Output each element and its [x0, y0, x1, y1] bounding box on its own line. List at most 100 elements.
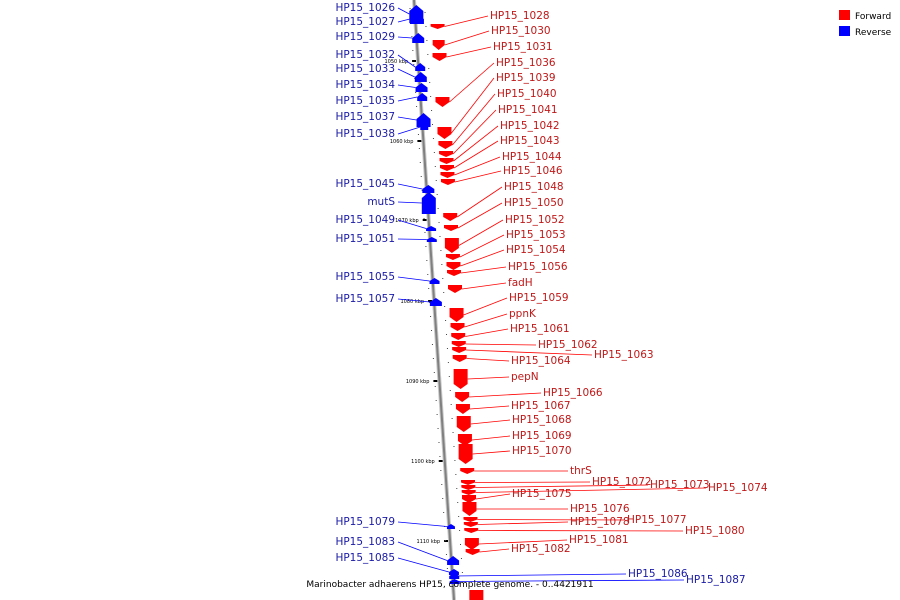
reverse-leader-line — [454, 573, 627, 577]
legend: Forward Reverse — [839, 10, 892, 38]
reverse-leader-line — [397, 36, 413, 39]
scale-minor-dot — [428, 288, 430, 289]
forward-leader-line — [470, 419, 511, 425]
forward-leader-line — [451, 77, 495, 134]
forward-gene-feature — [440, 165, 455, 171]
forward-leader-line — [454, 170, 502, 183]
scale-minor-dot — [426, 40, 428, 41]
reverse-gene-label: HP15_1033 — [335, 63, 395, 75]
forward-gene-feature — [440, 172, 455, 178]
scale-tick — [444, 540, 449, 542]
scale-minor-dot — [430, 316, 432, 317]
reverse-gene-label: HP15_1057 — [335, 293, 395, 305]
forward-gene-label: HP15_1050 — [504, 197, 564, 209]
forward-gene-label: HP15_1048 — [504, 181, 564, 193]
scale-minor-dot — [443, 292, 445, 293]
forward-gene-label: HP15_1080 — [685, 525, 745, 537]
reverse-gene-feature — [426, 237, 437, 242]
scale-minor-dot — [423, 218, 425, 219]
scale-tick-label: 1080 kbp — [401, 299, 425, 305]
scale-minor-dot — [418, 148, 420, 149]
forward-leader-line — [464, 313, 508, 328]
scale-minor-dot — [432, 358, 434, 359]
forward-leader-line — [479, 548, 510, 553]
scale-minor-dot — [425, 246, 427, 247]
forward-leader-line — [467, 376, 510, 380]
scale-minor-dot — [421, 190, 423, 191]
legend-reverse-label: Reverse — [855, 28, 892, 38]
reverse-gene-feature — [420, 124, 429, 130]
reverse-leader-line — [397, 116, 417, 121]
forward-gene-feature — [451, 333, 466, 340]
forward-leader-line — [460, 266, 507, 274]
scale-tick — [428, 300, 433, 302]
scale-minor-dot — [432, 138, 434, 139]
forward-gene-feature — [438, 141, 453, 149]
forward-gene-feature — [452, 347, 467, 353]
reverse-gene-label: HP15_1087 — [686, 574, 746, 586]
reverse-gene-label: HP15_1045 — [335, 178, 395, 190]
forward-gene-feature — [445, 254, 460, 260]
scale-minor-dot — [435, 180, 437, 181]
scale-tick-label: 1090 kbp — [406, 379, 430, 385]
forward-leader-line — [456, 186, 503, 218]
forward-gene-label: HP15_1075 — [512, 488, 572, 500]
forward-gene-label: HP15_1056 — [508, 261, 568, 273]
reverse-gene-feature — [429, 298, 442, 306]
forward-gene-feature — [461, 485, 476, 490]
reverse-leader-line — [397, 84, 416, 88]
forward-leader-line — [452, 109, 497, 155]
scale-minor-dot — [442, 278, 444, 279]
scale-minor-dot — [449, 390, 451, 391]
scale-tick-label: 1050 kbp — [385, 59, 409, 65]
scale-minor-dot — [444, 306, 446, 307]
forward-gene-feature — [432, 53, 447, 61]
reverse-leader-line — [397, 219, 427, 229]
scale-minor-dot — [446, 348, 448, 349]
forward-gene-label: HP15_1068 — [512, 414, 572, 426]
scale-minor-dot — [445, 320, 447, 321]
reverse-gene-feature — [417, 93, 428, 101]
forward-gene-feature — [444, 238, 459, 253]
scale-minor-dot — [414, 78, 416, 79]
forward-gene-label: HP15_1036 — [496, 57, 556, 69]
forward-gene-label: HP15_1081 — [569, 534, 629, 546]
reverse-leader-line — [397, 96, 418, 102]
forward-gene-label: HP15_1069 — [512, 430, 572, 442]
forward-leader-line — [444, 15, 489, 27]
scale-minor-dot — [436, 194, 438, 195]
scale-minor-dot — [447, 362, 449, 363]
scale-minor-dot — [435, 400, 437, 401]
reverse-gene-feature — [446, 524, 455, 529]
forward-gene-feature — [462, 495, 477, 503]
reverse-gene-label: HP15_1027 — [335, 16, 395, 28]
reverse-gene-features — [409, 5, 460, 584]
forward-leader-line — [475, 481, 591, 483]
forward-gene-label: HP15_1082 — [511, 543, 571, 555]
scale-minor-dot — [424, 12, 426, 13]
forward-gene-feature — [464, 538, 479, 550]
forward-gene-feature — [430, 24, 445, 29]
scale-minor-dot — [432, 124, 434, 125]
scale-minor-dot — [445, 540, 447, 541]
scale-minor-dot — [431, 110, 433, 111]
scale-minor-dot — [453, 446, 455, 447]
reverse-leader-line — [397, 276, 430, 282]
forward-gene-feature — [457, 434, 472, 446]
forward-gene-feature — [447, 270, 462, 276]
forward-gene-label: HP15_1059 — [509, 292, 569, 304]
scale-minor-dot — [446, 568, 448, 569]
forward-gene-label: HP15_1040 — [497, 88, 557, 100]
forward-leader-line — [461, 282, 507, 290]
forward-gene-labels: HP15_1028 HP15_1030 HP15_1031 HP15_1036 HP15… — [490, 10, 768, 555]
forward-leader-line — [475, 484, 649, 488]
reverse-gene-feature — [415, 83, 428, 92]
forward-leader-line — [477, 521, 569, 525]
forward-leader-line — [460, 249, 505, 267]
forward-gene-feature — [461, 490, 476, 495]
scale-minor-dot — [454, 460, 456, 461]
forward-gene-label: HP15_1073 — [650, 479, 710, 491]
forward-gene-feature — [446, 262, 461, 270]
scale-minor-dot — [427, 274, 429, 275]
forward-gene-feature — [453, 369, 468, 389]
